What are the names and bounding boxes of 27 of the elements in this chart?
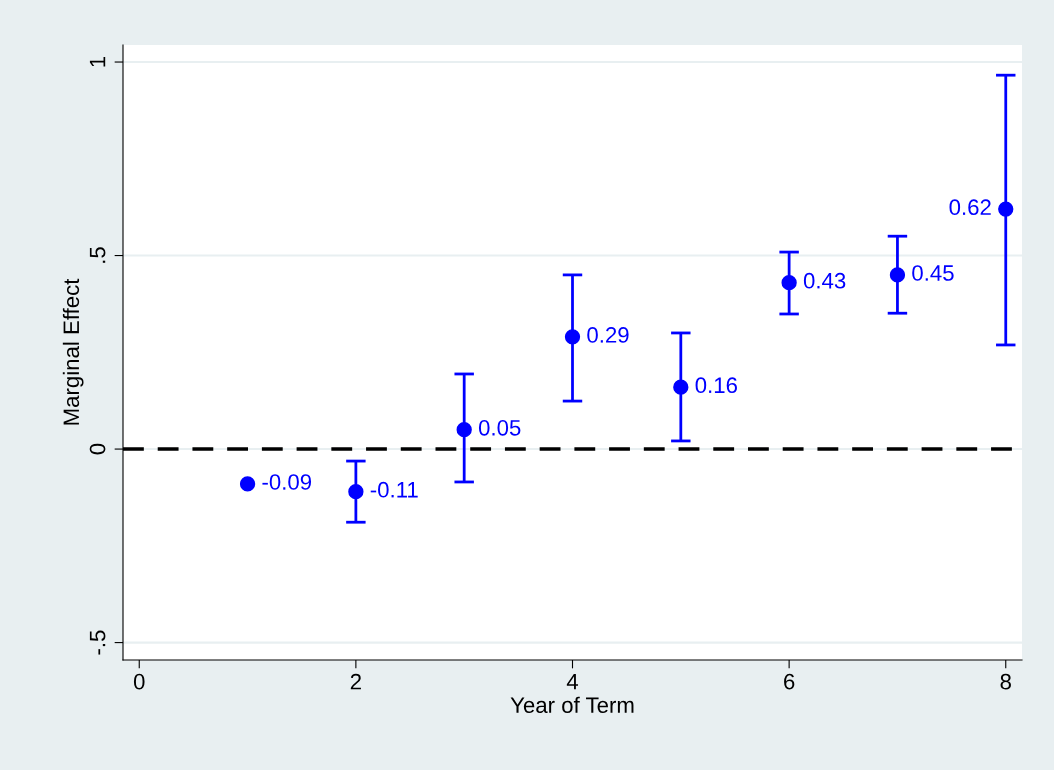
x-tick-label: 6	[784, 673, 795, 690]
y-tick-label: 1	[89, 56, 106, 67]
y-tick-label: 0	[89, 443, 106, 455]
point	[673, 379, 689, 395]
data-label: 0.62	[949, 199, 991, 216]
data-label: 0.43	[803, 272, 846, 289]
point	[239, 476, 256, 492]
x-tick-label: 2	[350, 673, 361, 690]
data-label: 0.16	[695, 377, 737, 394]
y-axis-title: Marginal Effect	[62, 278, 84, 425]
data-label: -0.11	[370, 481, 418, 498]
point	[348, 483, 364, 500]
y-tick-label: -.5	[89, 630, 106, 655]
point	[564, 329, 581, 345]
point	[781, 275, 797, 291]
point	[456, 422, 472, 438]
x-axis-title: Year of Term	[510, 696, 634, 714]
point	[889, 267, 906, 283]
x-tick-label: 8	[1000, 673, 1011, 690]
data-label: -0.09	[262, 474, 312, 490]
y-tick-label: .5	[89, 247, 106, 263]
data-label: 0.29	[587, 327, 629, 343]
data-label: 0.05	[478, 419, 521, 436]
data-label: 0.45	[912, 265, 954, 281]
x-tick-label: 0	[133, 673, 145, 690]
point	[998, 201, 1014, 217]
x-tick-label: 4	[566, 674, 579, 690]
